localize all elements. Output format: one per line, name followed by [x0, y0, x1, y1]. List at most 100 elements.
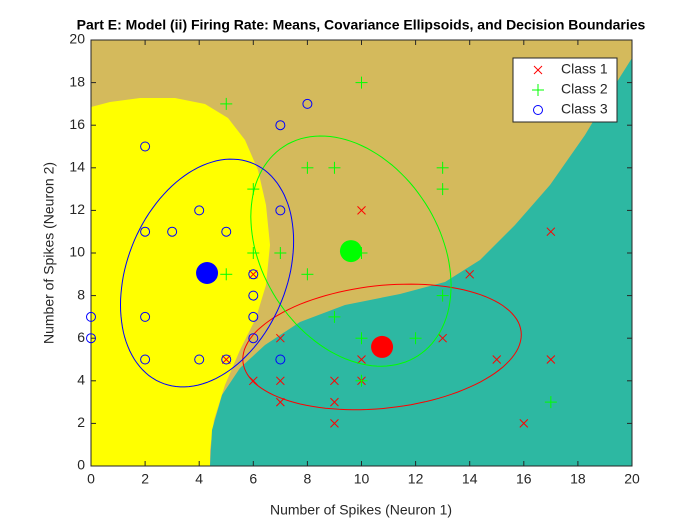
y-tick-label: 4: [77, 372, 85, 388]
marker-stroke: [519, 419, 529, 428]
marker: [465, 269, 475, 279]
marker: [248, 333, 259, 344]
marker: [519, 419, 529, 428]
marker-stroke: [248, 269, 258, 279]
x-tick-label: 4: [195, 471, 203, 487]
legend-label: Class 1: [561, 61, 608, 77]
y-tick-label: 8: [77, 286, 85, 302]
x-tick-label: 0: [87, 471, 95, 487]
y-tick-label: 10: [69, 244, 85, 260]
y-tick-label: 18: [69, 73, 85, 89]
marker-stroke: [86, 333, 96, 344]
marker: [86, 311, 96, 322]
x-tick-label: 12: [408, 471, 424, 487]
marker: [355, 76, 368, 89]
marker-stroke: [275, 120, 286, 131]
marker: [328, 161, 341, 174]
x-tick-label: 6: [249, 471, 257, 487]
marker: [330, 397, 339, 407]
class-mean: [371, 335, 394, 358]
y-axis-label: Number of Spikes (Neuron 2): [41, 162, 57, 344]
marker: [220, 97, 233, 110]
marker-stroke: [194, 354, 205, 365]
y-tick-label: 12: [69, 201, 85, 217]
marker-stroke: [248, 333, 259, 344]
marker: [275, 205, 286, 216]
marker-stroke: [86, 311, 96, 322]
y-tick-label: 6: [77, 329, 85, 345]
marker: [248, 269, 258, 279]
marker: [357, 206, 366, 215]
marker-stroke: [275, 397, 285, 407]
x-tick-label: 2: [141, 471, 149, 487]
legend-label: Class 3: [561, 101, 608, 117]
marker-stroke: [248, 376, 258, 386]
marker-stroke: [140, 311, 151, 322]
marker-stroke: [275, 205, 286, 216]
marker: [436, 289, 449, 302]
legend-marker: [532, 84, 544, 96]
marker: [140, 141, 151, 152]
marker-stroke: [492, 355, 502, 364]
marker: [274, 247, 287, 259]
marker-stroke: [330, 397, 339, 407]
marker-stroke: [533, 105, 543, 115]
legend-marker: [533, 65, 543, 75]
marker: [301, 268, 314, 281]
marker: [275, 397, 285, 407]
marker: [248, 290, 259, 301]
marker-stroke: [167, 226, 178, 237]
y-tick-label: 2: [77, 414, 85, 430]
marker-stroke: [221, 355, 231, 364]
marker-stroke: [275, 354, 286, 365]
marker: [221, 354, 232, 365]
marker: [275, 333, 285, 343]
marker: [544, 396, 557, 409]
marker-stroke: [465, 269, 475, 279]
y-tick-label: 14: [69, 159, 85, 175]
marker-stroke: [221, 226, 232, 237]
marker: [436, 161, 449, 174]
marker-stroke: [140, 226, 151, 237]
legend-label: Class 2: [561, 81, 608, 97]
x-tick-label: 8: [304, 471, 312, 487]
x-tick-label: 14: [462, 471, 478, 487]
marker: [247, 247, 260, 259]
marker: [438, 333, 448, 343]
marker: [140, 226, 151, 237]
marker: [194, 354, 205, 365]
marker-stroke: [330, 419, 339, 428]
marker: [140, 354, 151, 365]
y-tick-label: 0: [77, 457, 85, 473]
y-tick-label: 16: [69, 116, 85, 132]
marker-stroke: [248, 311, 259, 322]
marker: [301, 161, 314, 174]
marker-stroke: [533, 65, 543, 75]
covariance-ellipse: [119, 158, 295, 388]
marker: [167, 226, 178, 237]
marker: [355, 332, 368, 345]
chart-title: Part E: Model (ii) Firing Rate: Means, C…: [77, 17, 646, 33]
marker: [275, 376, 285, 386]
marker-stroke: [302, 98, 313, 109]
marker: [302, 98, 313, 109]
marker: [546, 355, 556, 364]
marker: [492, 355, 502, 364]
marker: [86, 333, 96, 344]
x-axis-label: Number of Spikes (Neuron 1): [270, 502, 452, 518]
marker: [248, 311, 259, 322]
class-mean: [196, 262, 219, 285]
region-class1: [210, 58, 632, 466]
marker-stroke: [357, 206, 366, 215]
x-tick-label: 20: [624, 471, 640, 487]
marker: [357, 355, 366, 364]
marker: [220, 268, 233, 281]
y-tick-label: 20: [69, 31, 85, 47]
marker-stroke: [546, 355, 556, 364]
legend-marker: [533, 105, 543, 115]
marker-stroke: [221, 354, 232, 365]
marker-stroke: [438, 333, 448, 343]
marker-stroke: [546, 227, 556, 237]
marker-stroke: [140, 141, 151, 152]
